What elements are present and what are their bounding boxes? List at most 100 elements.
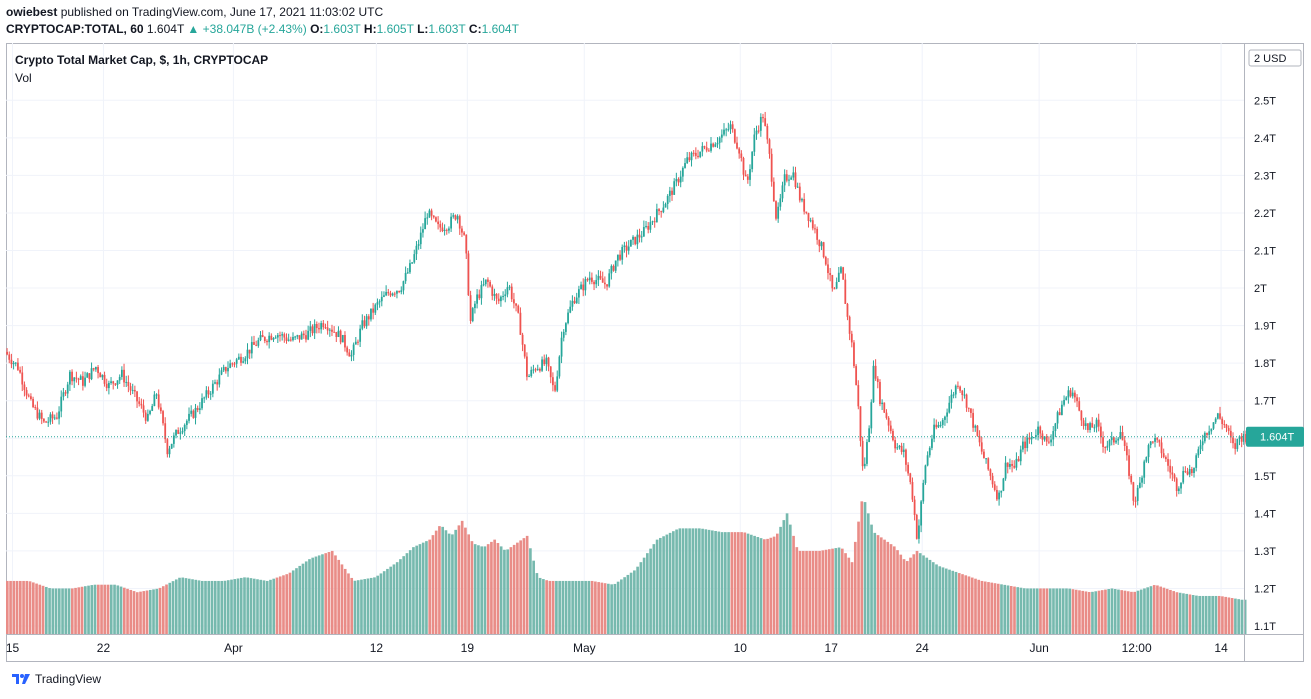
volume-bar: [821, 550, 825, 634]
candle: [1011, 464, 1013, 466]
candle: [1169, 465, 1172, 473]
candle: [257, 340, 260, 346]
volume-bar: [1240, 599, 1244, 634]
candle: [153, 394, 156, 407]
volume-bar: [785, 513, 789, 634]
candle: [785, 174, 788, 181]
volume-bar: [392, 564, 396, 634]
volume-bar: [590, 580, 594, 634]
candle: [194, 407, 197, 418]
candle: [519, 312, 522, 335]
volume-bar: [1191, 595, 1195, 634]
tradingview-brand[interactable]: TradingView: [11, 672, 101, 686]
candle: [49, 414, 52, 422]
volume-bar: [694, 528, 698, 634]
candle: [1052, 431, 1055, 440]
candle: [426, 217, 429, 219]
candle: [216, 382, 219, 385]
candle: [198, 408, 201, 410]
volume-bar: [1003, 584, 1007, 634]
volume-bar: [233, 579, 237, 634]
candle: [818, 239, 821, 247]
candle: [595, 280, 598, 285]
volume-bar: [337, 559, 341, 634]
volume-bar: [1182, 593, 1185, 634]
author-name[interactable]: owiebest: [6, 5, 58, 19]
candle: [71, 371, 73, 382]
volume-legend[interactable]: Vol: [15, 71, 32, 85]
candle: [1095, 419, 1098, 428]
candle: [370, 308, 372, 320]
candle: [484, 279, 487, 285]
candle: [177, 429, 180, 434]
candle: [1054, 423, 1057, 432]
candle: [1164, 457, 1167, 460]
volume-bar: [701, 528, 704, 634]
candle: [170, 443, 173, 449]
candle: [409, 263, 411, 273]
candle: [885, 412, 888, 418]
candle: [547, 357, 550, 367]
volume-bar: [356, 580, 360, 634]
candle: [740, 153, 743, 159]
candle: [62, 392, 65, 397]
volume-bar: [382, 571, 386, 634]
candle: [948, 402, 951, 413]
volume-bar: [866, 513, 870, 634]
candle: [270, 335, 273, 340]
volume-bar: [672, 531, 675, 634]
candle: [549, 366, 552, 378]
candle: [937, 425, 940, 428]
candle: [621, 246, 624, 260]
candle: [344, 335, 346, 348]
volume-bar: [285, 574, 289, 634]
candle: [1225, 424, 1228, 429]
series-title[interactable]: Crypto Total Market Cap, $, 1h, CRYPTOCA…: [15, 53, 269, 67]
candle: [14, 362, 17, 364]
candle: [896, 447, 899, 449]
volume-bar: [912, 554, 916, 634]
volume-bar: [879, 537, 883, 634]
currency-label: 2 USD: [1254, 53, 1286, 65]
candle: [1136, 487, 1139, 501]
candle: [417, 244, 420, 246]
candle: [534, 369, 537, 371]
candle: [705, 147, 708, 151]
candle: [283, 334, 286, 338]
candle: [597, 275, 600, 281]
candle: [88, 373, 91, 380]
candle: [196, 407, 199, 410]
volume-bar: [642, 557, 646, 634]
candle: [822, 242, 825, 258]
candle: [313, 324, 316, 334]
volume-bar: [451, 534, 454, 634]
volume-bar: [317, 555, 321, 634]
candle: [380, 296, 383, 302]
candle: [114, 383, 117, 385]
candle: [558, 356, 561, 377]
candle: [853, 342, 855, 367]
candle: [138, 401, 141, 404]
candle: [829, 273, 832, 276]
candle: [66, 384, 69, 394]
candle: [677, 178, 680, 183]
volume-bar: [756, 537, 760, 634]
candle: [318, 328, 320, 330]
candle: [179, 432, 182, 434]
candle: [253, 342, 255, 345]
volume-bar: [1227, 597, 1231, 634]
volume-bar: [1214, 595, 1218, 634]
candle: [105, 383, 108, 389]
volume-bar: [883, 539, 886, 634]
candle: [1121, 432, 1124, 441]
volume-bar: [519, 540, 522, 634]
volume-bar: [961, 574, 964, 634]
candle: [1108, 440, 1111, 446]
candle: [86, 373, 89, 378]
candle: [894, 440, 897, 449]
price-chart[interactable]: 1.1T1.2T1.3T1.4T1.5T1.6T1.7T1.8T1.9T2T2.…: [6, 43, 1304, 662]
volume-bar: [80, 586, 84, 634]
candle: [322, 323, 325, 328]
volume-bar: [1058, 588, 1062, 634]
volume-bar: [506, 549, 509, 634]
